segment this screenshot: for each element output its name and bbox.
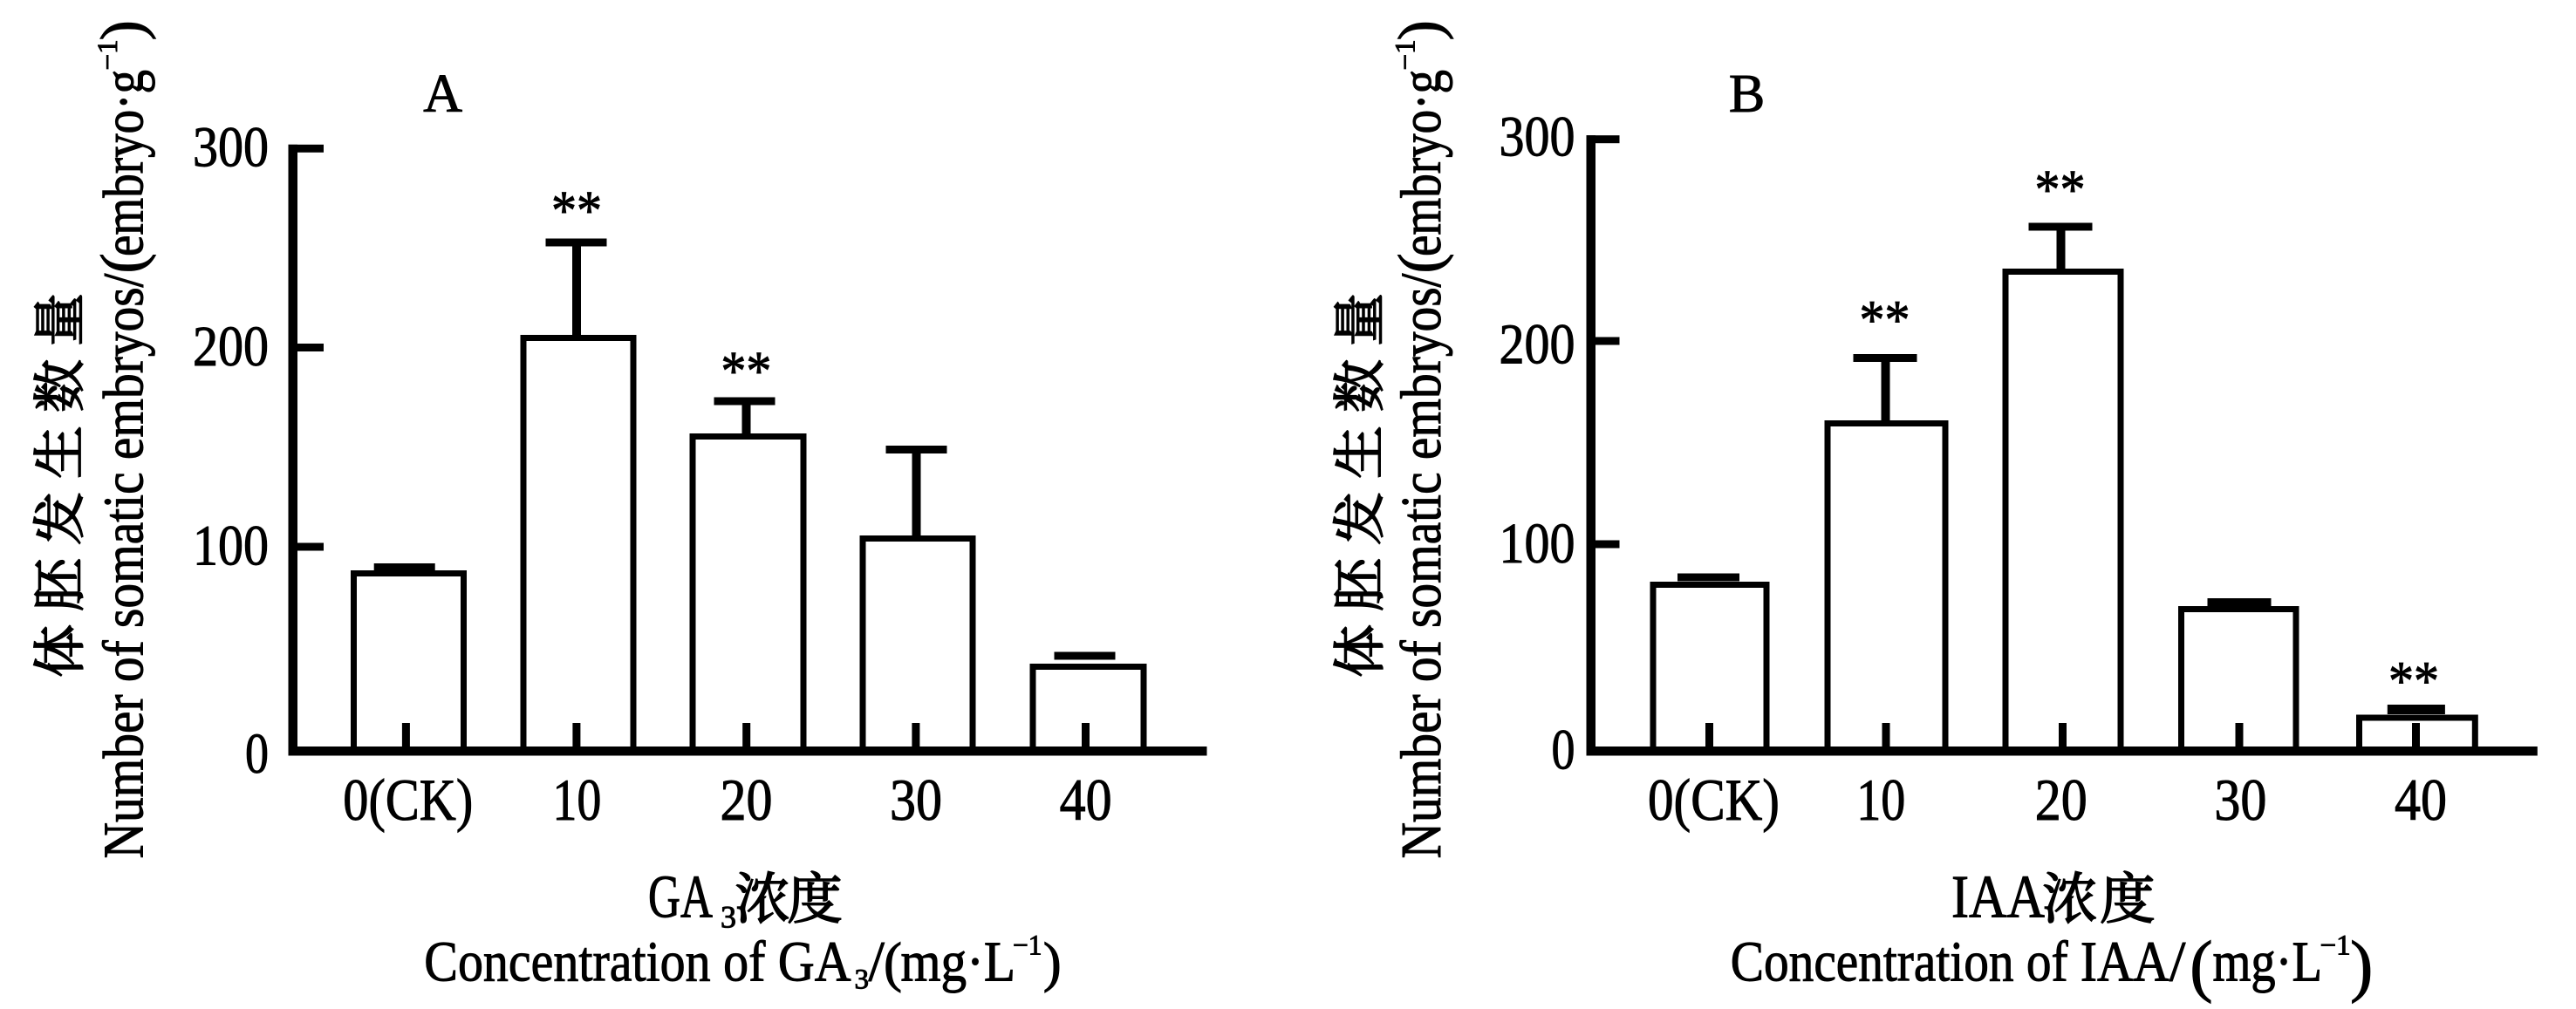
svg-text:−1: −1 [2320, 931, 2351, 962]
svg-text:100: 100 [193, 515, 269, 578]
svg-text:/: / [2169, 931, 2186, 994]
svg-text:GA: GA [648, 864, 713, 931]
svg-text:40: 40 [2395, 767, 2447, 833]
svg-text:(: ( [90, 253, 157, 273]
svg-text:−1: −1 [1390, 39, 1422, 70]
svg-text:**: ** [551, 179, 602, 241]
svg-text:3: 3 [721, 900, 736, 935]
svg-text:embryo·g: embryo·g [92, 70, 156, 256]
svg-text:**: ** [2388, 650, 2439, 712]
svg-text:300: 300 [1500, 106, 1575, 169]
svg-text:0: 0 [1552, 719, 1575, 782]
svg-text:Number of somatic embryos/: Number of somatic embryos/ [1390, 273, 1453, 859]
svg-text:(: ( [884, 932, 902, 993]
svg-text:−1: −1 [1013, 931, 1042, 962]
svg-text:(: ( [2190, 929, 2212, 1005]
svg-text:**: ** [721, 340, 771, 402]
svg-text:20: 20 [721, 767, 773, 833]
svg-text:embryo·g: embryo·g [1390, 70, 1453, 256]
svg-text:Concentration of IAA: Concentration of IAA [1731, 931, 2169, 994]
svg-text:10: 10 [552, 767, 601, 833]
svg-text:mg·L: mg·L [901, 931, 1016, 994]
svg-text:30: 30 [2214, 767, 2266, 833]
svg-text:Concentration of GA: Concentration of GA [424, 931, 851, 994]
svg-text:200: 200 [193, 315, 269, 378]
svg-text:200: 200 [1500, 313, 1575, 377]
svg-text:): ) [90, 20, 157, 40]
svg-text:**: ** [1860, 289, 1910, 351]
svg-text:mg·L: mg·L [2213, 931, 2323, 994]
svg-text:/: / [869, 931, 885, 994]
svg-text:A: A [423, 65, 462, 124]
svg-text:(: ( [1387, 253, 1454, 273]
svg-text:0(CK): 0(CK) [343, 767, 473, 833]
svg-text:): ) [1043, 932, 1062, 993]
svg-text:−1: −1 [92, 39, 124, 70]
svg-text:**: ** [2035, 158, 2086, 220]
svg-text:40: 40 [1060, 767, 1112, 833]
svg-text:30: 30 [890, 767, 942, 833]
svg-text:100: 100 [1500, 512, 1575, 576]
svg-text:20: 20 [2035, 767, 2087, 833]
svg-text:Number of somatic embryos/: Number of somatic embryos/ [92, 273, 156, 859]
svg-text:10: 10 [1856, 767, 1905, 833]
svg-text:0: 0 [245, 722, 269, 786]
svg-text:): ) [1387, 20, 1454, 40]
svg-text:3: 3 [855, 965, 870, 996]
svg-text:300: 300 [193, 116, 269, 180]
svg-text:): ) [2350, 929, 2373, 1005]
svg-text:B: B [1729, 65, 1765, 124]
svg-text:IAA: IAA [1951, 864, 2045, 931]
svg-text:0(CK): 0(CK) [1648, 767, 1780, 833]
